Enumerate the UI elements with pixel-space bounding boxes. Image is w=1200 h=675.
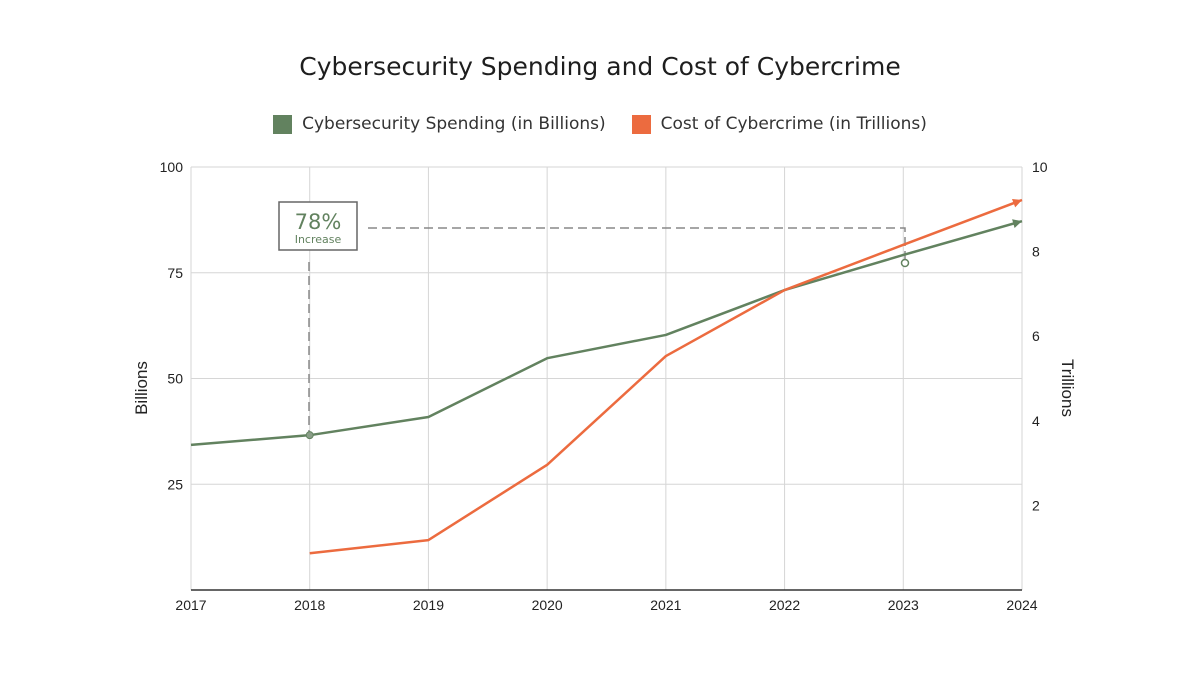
annotation: 78% Increase bbox=[278, 201, 910, 435]
series-arrowhead-0 bbox=[1012, 219, 1022, 228]
x-tick-label: 2019 bbox=[413, 597, 444, 613]
legend: Cybersecurity Spending (in Billions) Cos… bbox=[0, 114, 1200, 134]
x-tick-label: 2024 bbox=[1006, 597, 1037, 613]
legend-item-spending: Cybersecurity Spending (in Billions) bbox=[273, 114, 606, 134]
y-right-tick-label: 4 bbox=[1032, 413, 1040, 429]
x-tick-label: 2018 bbox=[294, 597, 325, 613]
annotation-end-marker bbox=[900, 258, 910, 268]
x-tick-label: 2021 bbox=[650, 597, 681, 613]
y-axis-left-label: Billions bbox=[132, 361, 151, 415]
series-line-0 bbox=[190, 219, 1023, 447]
y-right-tick-label: 8 bbox=[1032, 244, 1040, 260]
annotation-value: 78% bbox=[295, 210, 342, 234]
x-tick-label: 2023 bbox=[888, 597, 919, 613]
legend-label-spending: Cybersecurity Spending (in Billions) bbox=[302, 114, 606, 134]
y-left-tick-label: 100 bbox=[160, 159, 184, 175]
x-tick-label: 2017 bbox=[175, 597, 206, 613]
chart-title: Cybersecurity Spending and Cost of Cyber… bbox=[299, 52, 901, 81]
y-left-tick-label: 25 bbox=[167, 476, 183, 492]
y-right-tick-label: 6 bbox=[1032, 328, 1040, 344]
legend-item-cybercrime: Cost of Cybercrime (in Trillions) bbox=[631, 114, 927, 134]
y-axis-right-label: Trillions bbox=[1058, 359, 1077, 417]
y-left-tick-label: 50 bbox=[167, 371, 183, 387]
y-left-tick-label: 75 bbox=[167, 265, 183, 281]
y-right-tick-label: 2 bbox=[1032, 497, 1040, 513]
series-arrowhead-1 bbox=[1011, 198, 1022, 208]
annotation-start-marker bbox=[305, 431, 314, 440]
y-right-tick-label: 10 bbox=[1032, 159, 1048, 175]
annotation-horizontal-line bbox=[368, 227, 906, 262]
x-tick-label: 2022 bbox=[769, 597, 800, 613]
annotation-label: Increase bbox=[295, 233, 342, 246]
x-tick-label: 2020 bbox=[532, 597, 563, 613]
legend-swatch-spending bbox=[273, 114, 293, 134]
legend-label-cybercrime: Cost of Cybercrime (in Trillions) bbox=[660, 114, 927, 134]
annotation-box bbox=[278, 201, 358, 251]
legend-swatch-cybercrime bbox=[631, 114, 651, 134]
